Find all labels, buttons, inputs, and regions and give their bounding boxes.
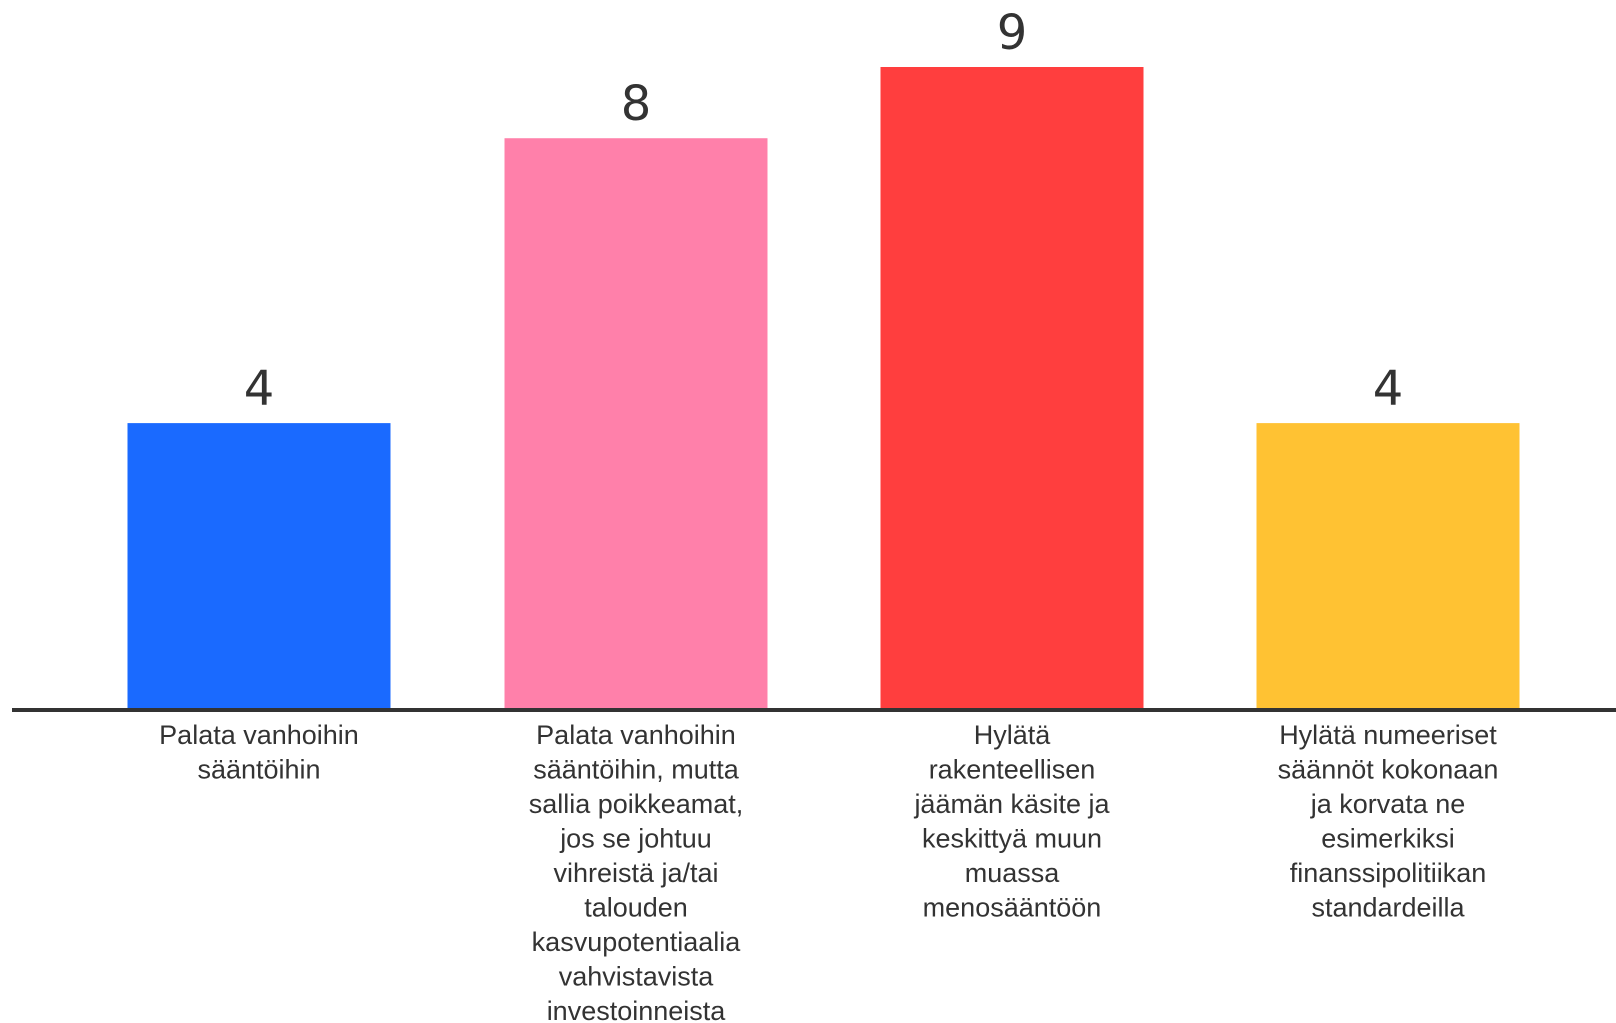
data-label-1: 4 [244,361,275,417]
category-label-3-line-4: keskittyä muun [922,824,1102,854]
bar-2 [504,138,768,708]
category-label-2-line-2: sääntöihin, mutta [533,755,740,785]
category-label-3-line-2: rakenteellisen [929,755,1096,785]
category-label-1-line-1: Palata vanhoihin [159,720,359,750]
category-label-4-line-6: standardeilla [1311,893,1465,923]
category-label-2-line-7: kasvupotentiaalia [532,927,742,957]
category-label-2-line-8: vahvistavista [559,962,715,992]
category-label-2-line-6: talouden [584,893,688,923]
bar-4 [1256,423,1520,708]
category-label-2-line-4: jos se johtuu [559,824,712,854]
data-label-2: 8 [621,76,652,132]
category-label-2-line-5: vihreistä ja/tai [553,858,718,888]
category-label-2-line-9: investoinneista [547,996,727,1023]
category-label-2-line-3: sallia poikkeamat, [529,789,744,819]
category-label-3-line-3: jäämän käsite ja [913,789,1110,819]
category-label-1-line-2: sääntöihin [197,755,320,785]
category-label-3-line-1: Hylätä [974,720,1052,750]
category-label-4-line-3: ja korvata ne [1310,789,1466,819]
data-label-4: 4 [1373,361,1404,417]
category-label-2-line-1: Palata vanhoihin [536,720,736,750]
bar-1 [127,423,391,708]
category-label-4-line-1: Hylätä numeeriset [1279,720,1497,750]
category-label-3-line-6: menosääntöön [923,893,1102,923]
bar-3 [880,67,1144,708]
category-label-4-line-5: finanssipolitiikan [1290,858,1487,888]
category-label-3-line-5: muassa [965,858,1061,888]
category-label-4-line-4: esimerkiksi [1321,824,1455,854]
category-label-4-line-2: säännöt kokonaan [1278,755,1499,785]
data-label-3: 9 [997,5,1028,61]
